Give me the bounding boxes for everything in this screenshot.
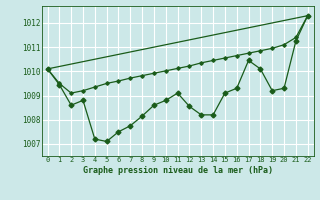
X-axis label: Graphe pression niveau de la mer (hPa): Graphe pression niveau de la mer (hPa) xyxy=(83,166,273,175)
